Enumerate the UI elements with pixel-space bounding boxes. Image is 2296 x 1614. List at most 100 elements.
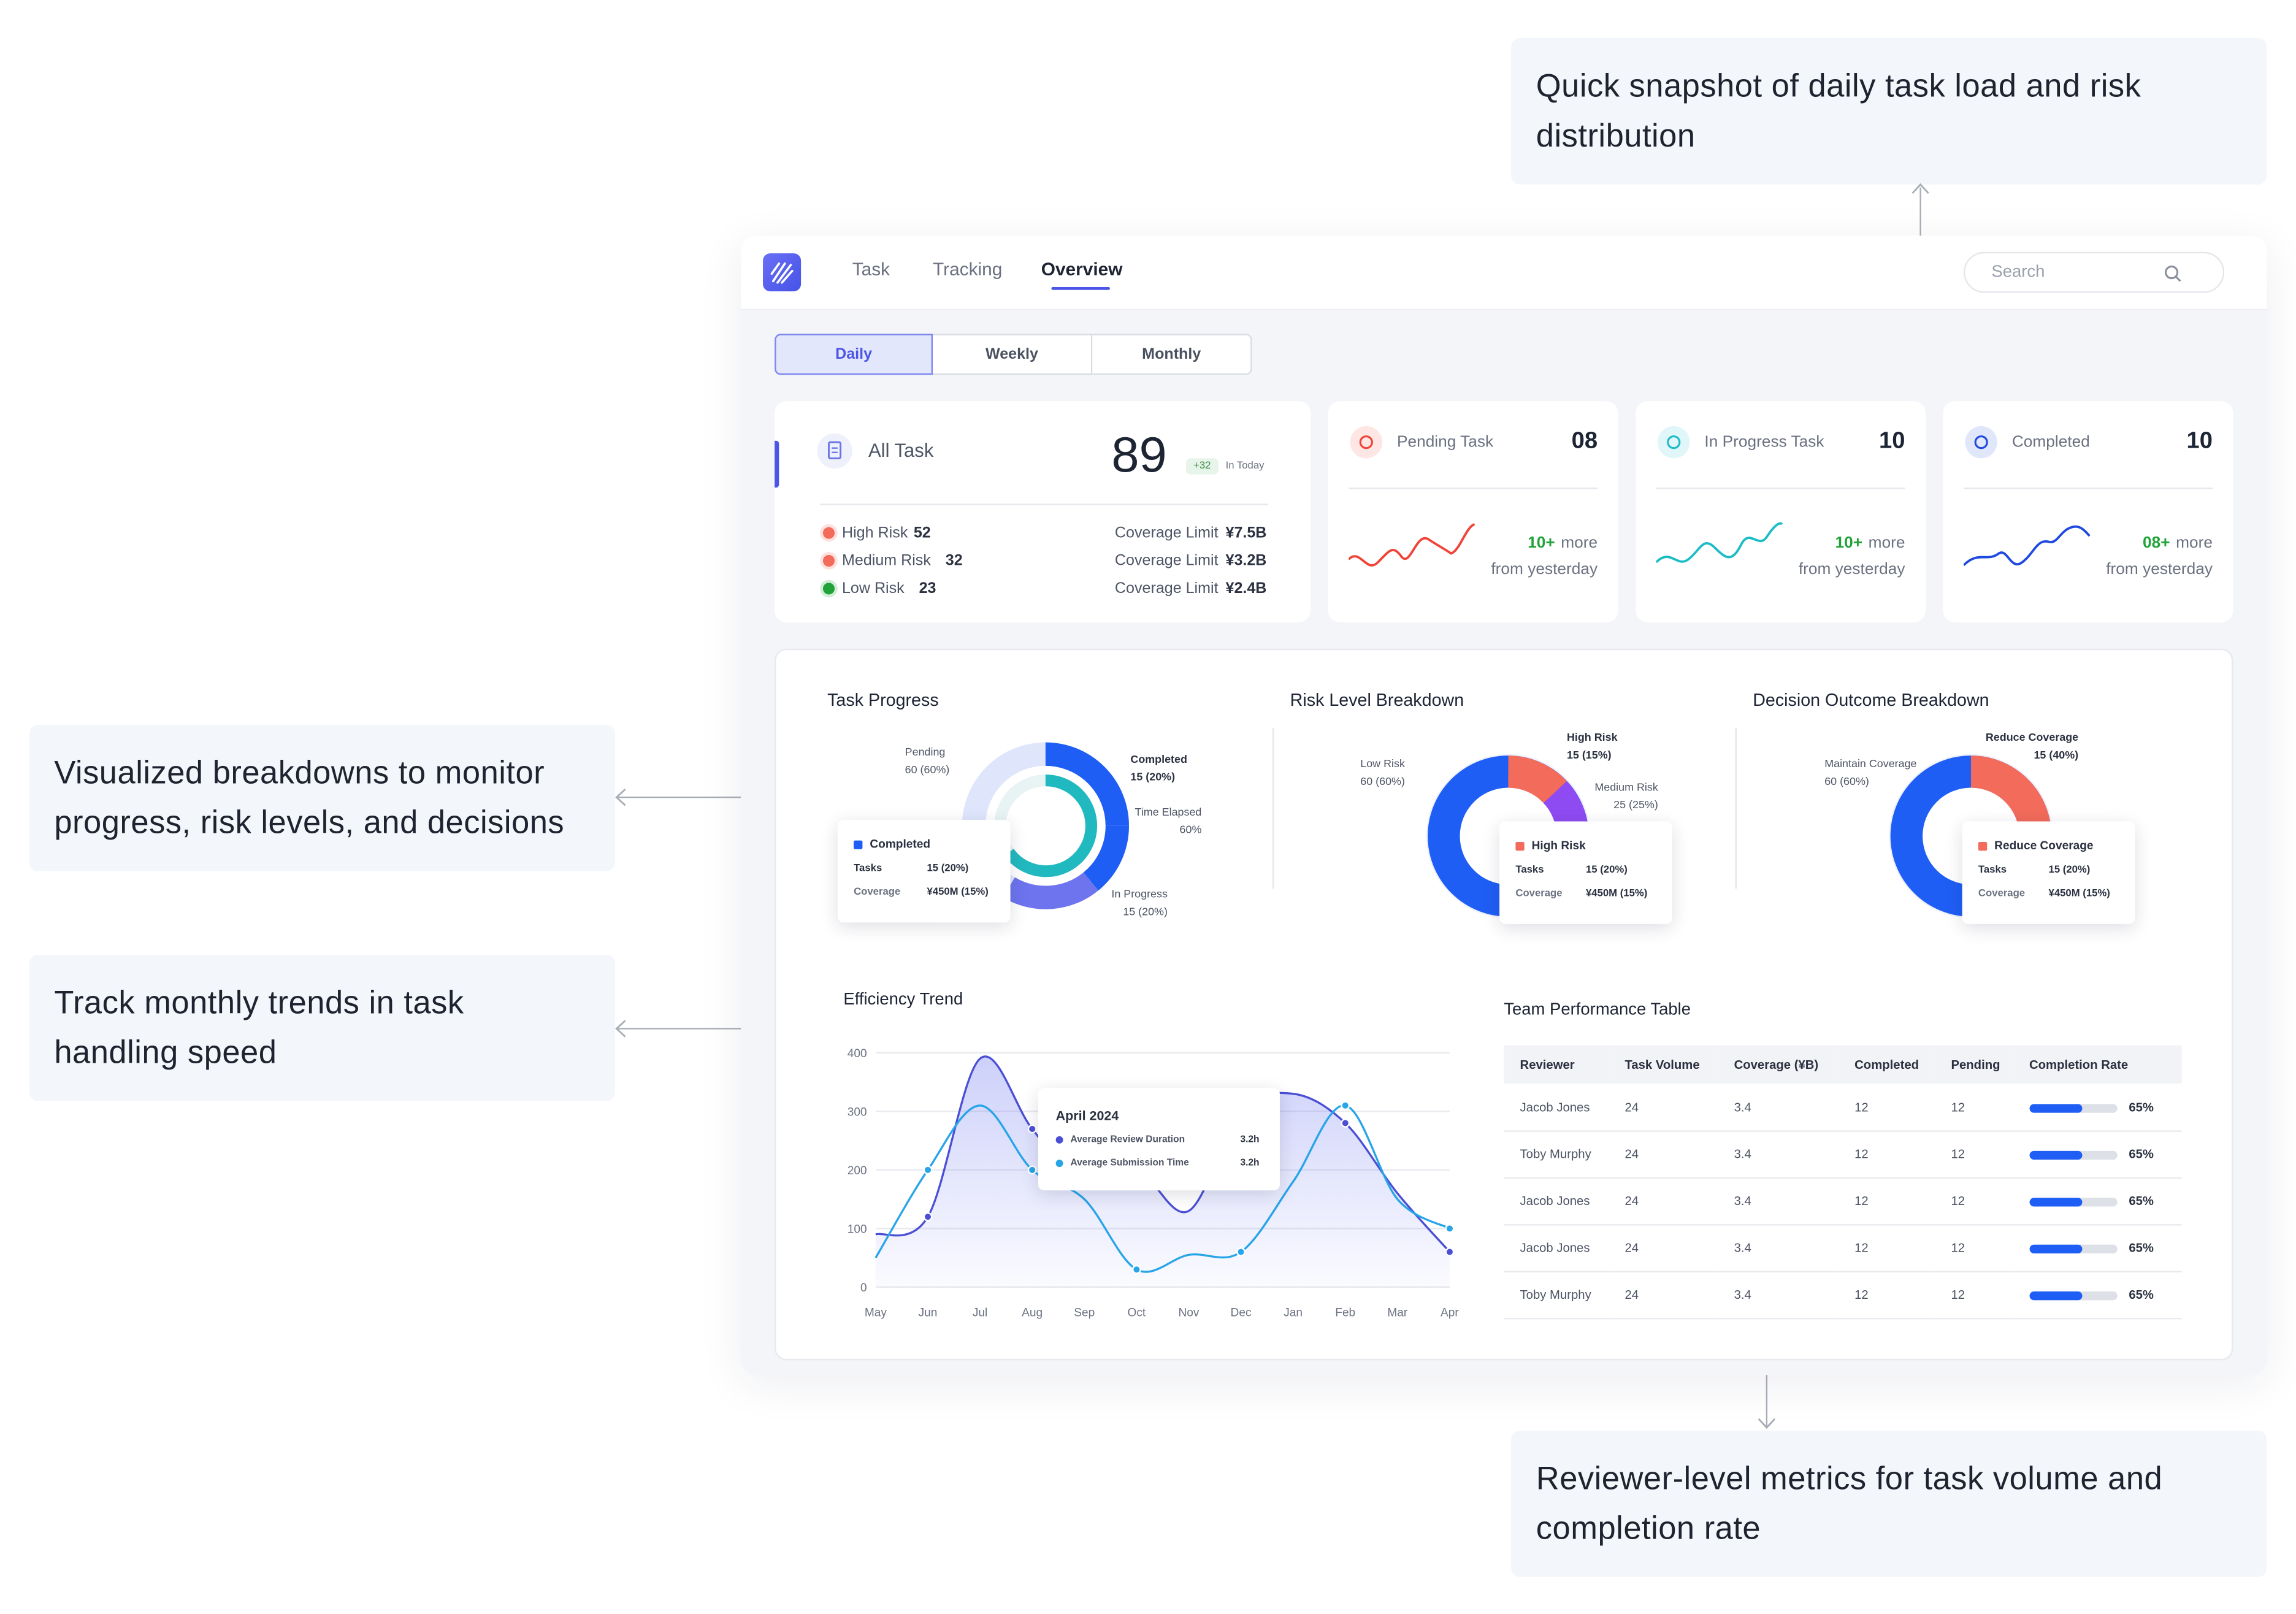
stat-card[interactable]: Completed 10 08+ more from yesterday [1943, 401, 2233, 622]
data-point[interactable] [1445, 1223, 1455, 1233]
y-tick-label: 300 [848, 1106, 867, 1119]
x-tick-label: May [865, 1307, 887, 1320]
table-cell-reviewer: Jacob Jones [1504, 1177, 1609, 1225]
data-point[interactable] [1341, 1101, 1350, 1111]
stat-card[interactable]: In Progress Task 10 10+ more from yesterday [1636, 401, 1926, 622]
table-row[interactable]: Toby Murphy 24 3.4 12 12 65% [1504, 1130, 2182, 1178]
arrow-left-1 [618, 796, 741, 798]
arrow-left-2-head [615, 1020, 626, 1038]
x-tick-label: Apr [1441, 1307, 1459, 1320]
in-progress-label: In Progress 15 (20%) [1111, 887, 1168, 919]
stat-value: 10 [2186, 429, 2213, 454]
app-logo-icon[interactable] [763, 253, 802, 292]
table-row[interactable]: Jacob Jones 24 3.4 12 12 65% [1504, 1177, 2182, 1225]
stat-change: 08+ more from yesterday [2106, 530, 2213, 583]
column-header[interactable]: Task Volume [1609, 1045, 1718, 1084]
high-risk-label: High Risk 15 (15%) [1566, 730, 1618, 762]
table-row[interactable]: Jacob Jones 24 3.4 12 12 65% [1504, 1083, 2182, 1131]
data-point[interactable] [1027, 1124, 1037, 1134]
risk-label: High Risk [841, 524, 908, 542]
team-table-title: Team Performance Table [1504, 1001, 1691, 1019]
search-icon[interactable] [2164, 265, 2182, 283]
progress-bar [2029, 1244, 2118, 1253]
period-daily-button[interactable]: Daily [775, 334, 933, 375]
time-elapsed-segment [1083, 825, 1129, 891]
sparkline [1349, 523, 1475, 567]
dashboard-window: Task Tracking Overview Search Daily Week… [741, 235, 2267, 1375]
column-header[interactable]: Pending [1935, 1045, 2013, 1084]
tab-task[interactable]: Task [852, 259, 890, 280]
sparkline [1964, 525, 2091, 567]
stat-label: Completed [2011, 433, 2090, 451]
table-row[interactable]: Toby Murphy 24 3.4 12 12 65% [1504, 1271, 2182, 1319]
x-tick-label: Oct [1128, 1307, 1146, 1320]
column-header[interactable]: Completed [1838, 1045, 1935, 1084]
table-cell-coverage: 3.4 [1718, 1083, 1839, 1131]
coverage-limit: Coverage Limit ¥7.5B [1115, 524, 1267, 542]
data-point[interactable] [923, 1212, 933, 1222]
progress-bar [2029, 1197, 2118, 1206]
callout-left-breakdowns: Visualized breakdowns to monitor progres… [29, 724, 615, 871]
period-monthly-button[interactable]: Monthly [1092, 334, 1252, 375]
risk-label: Medium Risk [841, 552, 931, 570]
column-header[interactable]: Coverage (¥B) [1718, 1045, 1839, 1084]
all-task-card[interactable]: All Task 89 +32 In Today High Risk 52 Cove… [775, 401, 1311, 622]
data-point[interactable] [1445, 1247, 1455, 1256]
low-risk-label: Low Risk 60 (60%) [1360, 757, 1405, 788]
document-icon [817, 433, 852, 469]
table-cell-completed: 12 [1838, 1271, 1935, 1319]
stat-change-value: 10+ [1835, 534, 1863, 553]
stat-label: In Progress Task [1704, 433, 1824, 451]
table-cell-coverage: 3.4 [1718, 1177, 1839, 1225]
table-cell-pending: 12 [1935, 1130, 2013, 1178]
column-header[interactable]: Reviewer [1504, 1045, 1609, 1084]
check-icon [1965, 426, 1997, 459]
arrow-up-head [1911, 183, 1929, 194]
series-line [874, 1104, 1450, 1273]
data-point[interactable] [1027, 1165, 1037, 1175]
data-point[interactable] [1236, 1247, 1246, 1256]
all-task-label: All Task [868, 439, 934, 462]
coverage-limit-value: ¥7.5B [1225, 524, 1267, 542]
stat-change-subtitle: from yesterday [1798, 560, 1905, 579]
table-cell-volume: 24 [1609, 1224, 1718, 1272]
completion-rate-cell: 65% [2013, 1083, 2182, 1131]
arrow-left-1-head [615, 788, 626, 806]
stat-change-suffix: more [1868, 534, 1905, 553]
completion-rate-cell: 65% [2013, 1177, 2182, 1225]
risk-breakdown-tooltip: High Risk Tasks 15 (20%) Coverage ¥450M … [1499, 821, 1672, 924]
table-cell-volume: 24 [1609, 1130, 1718, 1178]
data-point[interactable] [1131, 1264, 1141, 1274]
table-cell-pending: 12 [1935, 1271, 2013, 1319]
tab-overview[interactable]: Overview [1041, 259, 1123, 280]
stat-card[interactable]: Pending Task 08 10+ more from yesterday [1328, 401, 1618, 622]
completed-label: Completed 15 (20%) [1130, 752, 1187, 784]
stat-change-subtitle: from yesterday [1491, 560, 1598, 579]
completion-rate-value: 65% [2129, 1146, 2154, 1161]
period-weekly-button[interactable]: Weekly [933, 334, 1093, 375]
divider [1656, 488, 1905, 489]
coverage-limit-value: ¥3.2B [1225, 552, 1267, 570]
completion-rate-value: 65% [2129, 1193, 2154, 1208]
data-point[interactable] [1341, 1119, 1350, 1128]
search-input[interactable]: Search [1964, 251, 2225, 293]
x-tick-label: Aug [1022, 1307, 1043, 1320]
efficiency-tooltip: April 2024 Average Review Duration 3.2h … [1038, 1088, 1280, 1191]
data-point[interactable] [923, 1165, 933, 1175]
x-tick-label: Nov [1178, 1307, 1199, 1320]
pending-label: Pending 60 (60%) [905, 745, 950, 776]
table-cell-completed: 12 [1838, 1177, 1935, 1225]
column-header[interactable]: Completion Rate [2013, 1045, 2182, 1084]
medium-risk-label: Medium Risk 25 (25%) [1594, 780, 1658, 811]
table-row[interactable]: Jacob Jones 24 3.4 12 12 65% [1504, 1224, 2182, 1272]
table-cell-volume: 24 [1609, 1083, 1718, 1131]
divider [1349, 488, 1598, 489]
arrow-left-2 [618, 1028, 741, 1030]
card-accent-bar [775, 440, 779, 488]
task-progress-title: Task Progress [827, 689, 939, 711]
tab-tracking[interactable]: Tracking [933, 259, 1003, 280]
vertical-divider [1272, 727, 1274, 889]
team-performance-table: Reviewer Task Volume Coverage (¥B) Complete… [1504, 1045, 2182, 1319]
table-cell-coverage: 3.4 [1718, 1224, 1839, 1272]
y-tick-label: 0 [860, 1282, 867, 1295]
